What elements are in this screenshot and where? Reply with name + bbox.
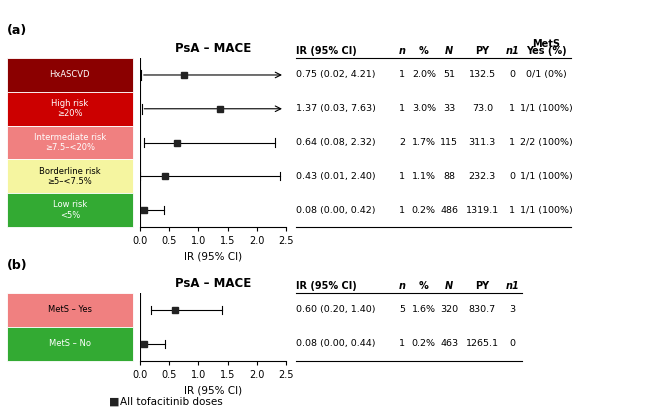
Text: 463: 463 xyxy=(440,339,458,348)
Text: PY: PY xyxy=(475,46,489,56)
Text: n: n xyxy=(399,46,406,56)
Text: Low risk
<5%: Low risk <5% xyxy=(53,200,87,220)
Text: 0.60 (0.20, 1.40): 0.60 (0.20, 1.40) xyxy=(296,305,375,314)
Text: 1: 1 xyxy=(509,138,515,147)
Text: 1: 1 xyxy=(399,206,406,215)
Text: n1: n1 xyxy=(505,46,519,56)
Text: 1: 1 xyxy=(399,339,406,348)
Text: Borderline risk
≥5–<7.5%: Borderline risk ≥5–<7.5% xyxy=(39,166,101,186)
Text: 1/1 (100%): 1/1 (100%) xyxy=(520,206,573,215)
X-axis label: IR (95% CI): IR (95% CI) xyxy=(184,252,242,262)
Text: %: % xyxy=(419,281,429,291)
Text: Yes (%): Yes (%) xyxy=(526,46,567,56)
Text: PsA – MACE: PsA – MACE xyxy=(175,277,251,290)
Text: (b): (b) xyxy=(6,259,27,272)
Text: High risk
≥20%: High risk ≥20% xyxy=(51,99,88,119)
Text: 0.75 (0.02, 4.21): 0.75 (0.02, 4.21) xyxy=(296,70,375,80)
Text: 2.0%: 2.0% xyxy=(412,70,436,80)
Text: 2: 2 xyxy=(399,138,406,147)
Text: MetS – No: MetS – No xyxy=(49,339,91,348)
Text: N: N xyxy=(445,281,453,291)
Text: 0: 0 xyxy=(509,70,515,80)
Text: 0/1 (0%): 0/1 (0%) xyxy=(526,70,567,80)
Text: PY: PY xyxy=(475,281,489,291)
Text: HxASCVD: HxASCVD xyxy=(49,70,90,80)
Text: 1: 1 xyxy=(399,104,406,113)
Text: 1: 1 xyxy=(509,206,515,215)
Text: 51: 51 xyxy=(443,70,455,80)
Text: 33: 33 xyxy=(443,104,455,113)
Text: 830.7: 830.7 xyxy=(469,305,496,314)
Text: IR (95% CI): IR (95% CI) xyxy=(296,281,356,291)
Text: 311.3: 311.3 xyxy=(469,138,496,147)
Text: PsA – MACE: PsA – MACE xyxy=(175,42,251,55)
Text: %: % xyxy=(419,46,429,56)
X-axis label: IR (95% CI): IR (95% CI) xyxy=(184,385,242,395)
Text: 0.2%: 0.2% xyxy=(412,206,436,215)
Text: 1.6%: 1.6% xyxy=(412,305,436,314)
Text: 1.1%: 1.1% xyxy=(412,172,436,181)
Text: 3.0%: 3.0% xyxy=(411,104,436,113)
Text: 115: 115 xyxy=(440,138,458,147)
Text: IR (95% CI): IR (95% CI) xyxy=(296,46,356,56)
Text: MetS: MetS xyxy=(532,39,560,49)
Text: 1/1 (100%): 1/1 (100%) xyxy=(520,104,573,113)
Text: 320: 320 xyxy=(440,305,458,314)
Text: 0.08 (0.00, 0.42): 0.08 (0.00, 0.42) xyxy=(296,206,375,215)
Text: 88: 88 xyxy=(443,172,455,181)
Text: 1.37 (0.03, 7.63): 1.37 (0.03, 7.63) xyxy=(296,104,376,113)
Text: 0: 0 xyxy=(509,339,515,348)
Text: 1265.1: 1265.1 xyxy=(466,339,499,348)
Text: 1.7%: 1.7% xyxy=(412,138,436,147)
Text: 5: 5 xyxy=(399,305,406,314)
Text: 1: 1 xyxy=(399,70,406,80)
Text: 0.2%: 0.2% xyxy=(412,339,436,348)
Text: ■: ■ xyxy=(109,397,119,407)
Text: (a): (a) xyxy=(6,24,27,37)
Text: 2/2 (100%): 2/2 (100%) xyxy=(520,138,573,147)
Text: N: N xyxy=(445,46,453,56)
Text: 1/1 (100%): 1/1 (100%) xyxy=(520,172,573,181)
Text: 132.5: 132.5 xyxy=(469,70,496,80)
Text: n1: n1 xyxy=(505,281,519,291)
Text: 0.64 (0.08, 2.32): 0.64 (0.08, 2.32) xyxy=(296,138,376,147)
Text: 1: 1 xyxy=(399,172,406,181)
Text: 1: 1 xyxy=(509,104,515,113)
Text: 3: 3 xyxy=(509,305,515,314)
Text: 0: 0 xyxy=(509,172,515,181)
Text: 1319.1: 1319.1 xyxy=(466,206,499,215)
Text: 232.3: 232.3 xyxy=(469,172,496,181)
Text: MetS – Yes: MetS – Yes xyxy=(48,305,92,314)
Text: 0.43 (0.01, 2.40): 0.43 (0.01, 2.40) xyxy=(296,172,376,181)
Text: 0.08 (0.00, 0.44): 0.08 (0.00, 0.44) xyxy=(296,339,375,348)
Text: n: n xyxy=(399,281,406,291)
Text: All tofacitinib doses: All tofacitinib doses xyxy=(120,397,223,407)
Text: Intermediate risk
≥7.5–<20%: Intermediate risk ≥7.5–<20% xyxy=(34,133,106,152)
Text: 73.0: 73.0 xyxy=(472,104,493,113)
Text: 486: 486 xyxy=(440,206,458,215)
